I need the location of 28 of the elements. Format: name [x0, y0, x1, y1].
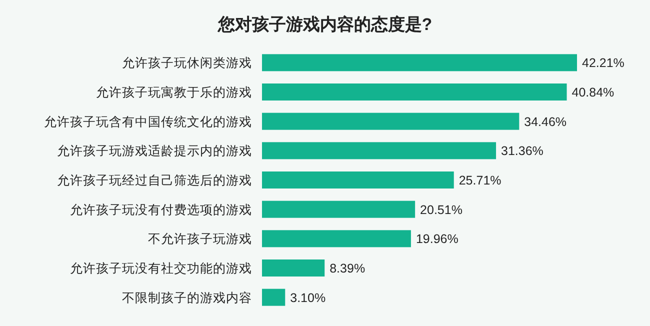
bar [262, 112, 520, 130]
chart-title: 您对孩子游戏内容的态度是? [216, 15, 432, 34]
data-label: 8.39% [330, 262, 366, 276]
bar [262, 288, 286, 306]
data-label: 31.36% [501, 144, 544, 158]
bar [262, 142, 496, 160]
y-tick-label: 允许孩子玩游戏适龄提示内的游戏 [57, 144, 252, 158]
y-tick-label: 允许孩子玩经过自己筛选后的游戏 [57, 174, 252, 188]
y-tick-label: 允许孩子玩没有社交功能的游戏 [70, 260, 252, 276]
y-tick-label: 不允许孩子玩游戏 [148, 232, 252, 246]
bar [262, 259, 325, 277]
bar [262, 200, 416, 218]
y-tick-label: 允许孩子玩含有中国传统文化的游戏 [44, 114, 252, 129]
bar [262, 171, 454, 189]
data-label: 40.84% [572, 86, 614, 100]
y-tick-label: 允许孩子玩没有付费选项的游戏 [70, 202, 252, 217]
data-label: 19.96% [416, 232, 458, 246]
y-tick-label: 允许孩子玩寓教于乐的游戏 [96, 84, 252, 100]
data-label: 25.71% [458, 174, 502, 188]
bar [262, 83, 567, 101]
y-tick-label: 不限制孩子的游戏内容 [122, 290, 252, 305]
data-label: 20.51% [420, 202, 462, 217]
bar [262, 54, 577, 72]
data-label: 3.10% [290, 290, 326, 305]
data-label: 42.21% [582, 56, 624, 70]
bar [262, 230, 411, 248]
data-label: 34.46% [524, 114, 567, 129]
y-tick-label: 允许孩子玩休闲类游戏 [122, 56, 252, 70]
